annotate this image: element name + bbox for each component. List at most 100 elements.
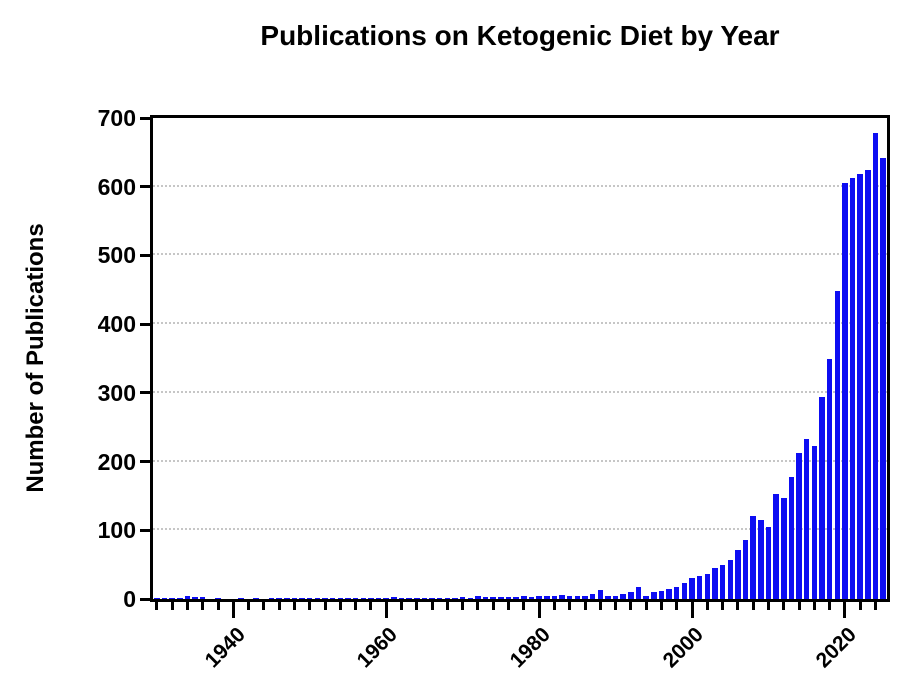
x-tick-2016 (812, 602, 816, 610)
gridline-300 (153, 390, 887, 393)
x-tick-1980 (537, 602, 541, 618)
x-tick-1968 (445, 602, 449, 610)
bar-1999 (681, 583, 688, 599)
x-tick-1962 (400, 602, 403, 610)
x-tick-1974 (491, 602, 495, 610)
bar-2008 (750, 515, 756, 599)
y-tick-400 (140, 322, 150, 326)
bar-2015 (803, 438, 810, 599)
bar-1941 (238, 598, 244, 599)
bar-1986 (582, 596, 588, 599)
bar-1935 (192, 596, 198, 599)
bar-1980 (536, 596, 542, 599)
bar-2023 (865, 169, 871, 599)
bar-1966 (429, 597, 435, 599)
x-tick-1954 (338, 602, 342, 610)
y-tick-label-600: 600 (97, 173, 136, 200)
x-tick-label-2000: 2000 (658, 623, 709, 673)
bar-1936 (199, 596, 206, 599)
x-tick-2008 (751, 602, 755, 610)
x-tick-2002 (705, 602, 709, 610)
bar-1960 (383, 598, 389, 599)
x-tick-1940 (231, 602, 235, 618)
x-tick-2020 (843, 602, 847, 618)
x-tick-1934 (185, 602, 189, 610)
bar-1984 (566, 595, 573, 599)
bar-2009 (758, 520, 764, 599)
x-tick-1960 (384, 602, 388, 618)
bar-1964 (414, 597, 420, 599)
x-tick-1998 (675, 602, 679, 610)
x-tick-1994 (644, 602, 648, 610)
x-tick-2000 (690, 602, 694, 618)
bar-1938 (215, 598, 221, 599)
bar-1972 (475, 596, 481, 599)
bar-2004 (719, 564, 726, 599)
bar-1954 (337, 597, 344, 599)
x-tick-label-1940: 1940 (200, 623, 250, 673)
gridline-600 (153, 184, 887, 187)
x-tick-1978 (522, 602, 526, 610)
x-tick-1984 (568, 602, 572, 610)
bar-1968 (444, 597, 451, 599)
x-tick-1986 (583, 602, 587, 610)
x-tick-1964 (415, 602, 419, 610)
x-tick-1990 (614, 602, 618, 610)
y-tick-0 (140, 597, 150, 601)
bar-2014 (796, 453, 802, 599)
y-tick-700 (140, 116, 150, 120)
x-tick-2018 (828, 602, 832, 610)
bar-1931 (161, 597, 168, 599)
bar-1932 (169, 598, 175, 599)
x-tick-1950 (308, 602, 312, 610)
bar-1945 (268, 598, 275, 599)
gridline-200 (153, 459, 887, 462)
bar-1983 (559, 594, 565, 599)
bar-2022 (857, 174, 863, 599)
x-tick-1996 (659, 602, 663, 610)
x-tick-label-1980: 1980 (506, 623, 556, 673)
bar-1961 (391, 596, 397, 599)
bar-1962 (398, 598, 405, 599)
x-tick-1982 (552, 602, 556, 610)
x-tick-2006 (736, 602, 740, 610)
y-tick-label-0: 0 (123, 586, 136, 612)
x-tick-2014 (797, 602, 801, 610)
bar-2012 (781, 498, 787, 599)
y-tick-label-700: 700 (97, 105, 136, 131)
bar-1930 (154, 597, 160, 599)
bar-1958 (368, 598, 374, 599)
gridline-400 (153, 322, 887, 325)
bar-1965 (421, 597, 428, 599)
y-tick-label-500: 500 (97, 242, 136, 269)
bar-1981 (544, 596, 550, 599)
bar-1992 (628, 592, 634, 599)
bar-2013 (788, 477, 795, 599)
bar-1943 (253, 598, 259, 599)
bar-1976 (505, 596, 512, 599)
bar-1971 (467, 597, 474, 599)
y-tick-label-300: 300 (97, 379, 136, 406)
bar-2020 (842, 182, 848, 599)
gridline-layer (153, 118, 887, 599)
bar-2017 (819, 397, 825, 599)
bar-2007 (742, 539, 749, 599)
bar-1990 (612, 596, 619, 599)
y-tick-100 (140, 528, 150, 532)
bar-1975 (498, 596, 504, 599)
x-tick-1988 (598, 602, 602, 610)
x-tick-1972 (476, 602, 480, 610)
y-tick-label-400: 400 (97, 311, 136, 338)
y-tick-600 (140, 185, 150, 189)
bar-2019 (834, 291, 841, 599)
y-tick-label-100: 100 (97, 517, 136, 544)
bar-1995 (651, 592, 657, 599)
bar-1988 (597, 590, 604, 599)
bar-1955 (345, 598, 351, 599)
bar-2001 (696, 576, 703, 599)
bar-1977 (513, 596, 519, 599)
x-tick-1958 (369, 602, 373, 610)
bar-1947 (284, 598, 290, 599)
bar-2006 (735, 550, 741, 599)
